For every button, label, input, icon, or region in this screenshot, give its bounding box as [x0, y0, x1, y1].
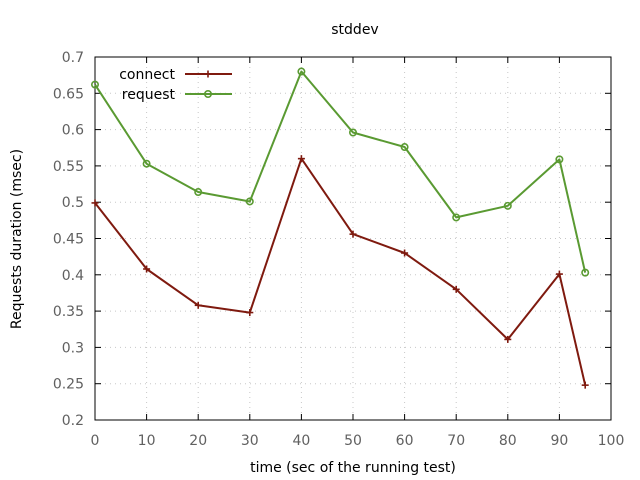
data-point-connect: [581, 381, 589, 389]
y-axis-ticks: 0.2 0.25 0.3 0.35 0.4 0.45 0.5 0.55 0.6 0.65 0.7: [53, 50, 611, 429]
y-tick-label: 0.35: [53, 304, 84, 320]
x-tick-label: 50: [344, 433, 362, 449]
y-tick-label: 0.6: [62, 123, 84, 139]
data-point-request: [452, 213, 461, 222]
data-point-connect: [297, 155, 305, 163]
x-axis-label: time (sec of the running test): [250, 460, 456, 476]
y-axis-label: Requests duration (msec): [9, 149, 25, 329]
plot-frame: [94, 56, 612, 421]
data-point-request: [581, 268, 590, 277]
legend-label-request: request: [122, 87, 176, 103]
legend-marker-request: [204, 90, 213, 99]
x-tick-label: 60: [396, 433, 414, 449]
data-point-request: [297, 67, 306, 76]
x-tick-label: 0: [91, 433, 100, 449]
series-request: [91, 67, 590, 277]
data-point-request: [194, 188, 203, 197]
y-tick-label: 0.25: [53, 377, 84, 393]
data-point-request: [348, 128, 357, 137]
data-point-connect: [555, 270, 563, 278]
legend: connect request: [119, 67, 232, 103]
data-point-connect: [452, 285, 460, 293]
data-point-request: [503, 201, 512, 210]
data-point-connect: [143, 265, 151, 273]
x-tick-label: 80: [499, 433, 517, 449]
x-tick-label: 90: [550, 433, 568, 449]
series-connect: [91, 155, 589, 389]
y-tick-label: 0.55: [53, 159, 84, 175]
y-tick-label: 0.65: [53, 86, 84, 102]
data-point-request: [142, 159, 151, 168]
legend-marker-connect: [204, 70, 212, 78]
data-point-connect: [401, 249, 409, 257]
y-tick-label: 0.2: [62, 413, 84, 429]
data-point-connect: [194, 301, 202, 309]
x-tick-label: 30: [241, 433, 259, 449]
data-point-request: [400, 143, 409, 152]
x-tick-label: 70: [447, 433, 465, 449]
data-point-request: [91, 80, 100, 89]
data-point-request: [555, 155, 564, 164]
grid-lines: [95, 57, 611, 420]
y-tick-label: 0.7: [62, 50, 84, 66]
series-line-connect: [94, 157, 587, 386]
data-point-connect: [349, 230, 357, 238]
y-tick-label: 0.4: [62, 268, 84, 284]
series-line-request: [94, 70, 587, 273]
data-point-connect: [246, 309, 254, 317]
x-tick-label: 40: [292, 433, 310, 449]
x-tick-label: 20: [189, 433, 207, 449]
legend-sample-connect: [185, 70, 232, 78]
chart-title: stddev: [331, 22, 378, 38]
y-tick-label: 0.45: [53, 232, 84, 248]
legend-sample-request: [185, 90, 232, 99]
x-tick-label: 100: [598, 433, 625, 449]
x-axis-ticks: 0 10 20 30 40 50 60 70 80 90 100: [91, 57, 625, 449]
data-point-request: [245, 197, 254, 206]
data-point-connect: [91, 199, 99, 207]
y-tick-label: 0.5: [62, 195, 84, 211]
series-layer: [91, 67, 590, 389]
x-tick-label: 10: [138, 433, 156, 449]
data-point-connect: [504, 335, 512, 343]
y-tick-label: 0.3: [62, 340, 84, 356]
legend-label-connect: connect: [119, 67, 175, 83]
